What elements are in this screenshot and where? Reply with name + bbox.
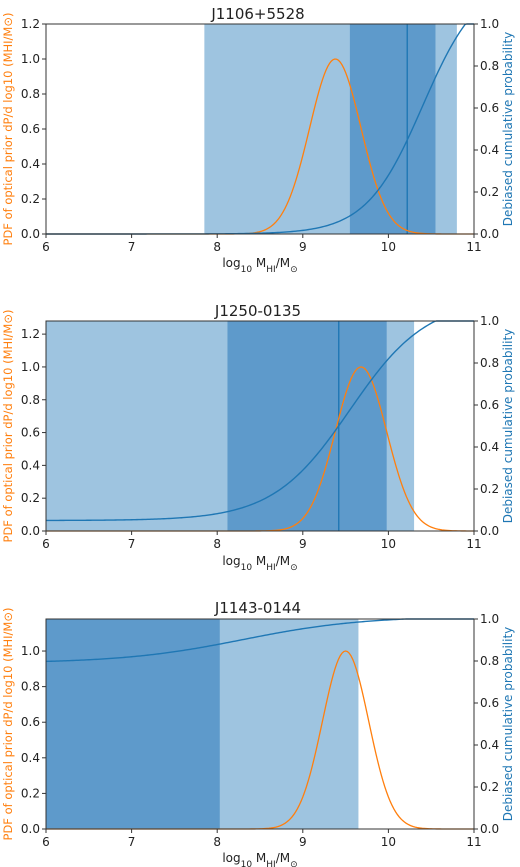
- x-tick-label: 7: [128, 240, 136, 254]
- y-right-tick-label: 1.0: [480, 314, 499, 328]
- y-left-tick-label: 0.8: [21, 87, 40, 101]
- y-left-axis-label: PDF of optical prior dP/d log10 (MHI/M⊙): [1, 13, 15, 246]
- y-left-tick-label: 0.0: [21, 822, 40, 836]
- y-right-tick-label: 0.6: [480, 696, 499, 710]
- y-left-tick-label: 1.2: [21, 17, 40, 31]
- panel-j1106: J1106+5528 6 7 8 9 10 11 log10 MHI/M⊙ 0.0 0.2 0.4…: [1, 5, 515, 275]
- panel-title: J1106+5528: [210, 5, 304, 23]
- y-left-axis-label: PDF of optical prior dP/d log10 (MHI/M⊙): [1, 310, 15, 543]
- y-right-tick-label: 0.8: [480, 654, 499, 668]
- y-right-tick-label: 0.2: [480, 780, 499, 794]
- y-left-tick-label: 0.2: [21, 786, 40, 800]
- x-tick-label: 7: [128, 835, 136, 849]
- credible-band-1: [46, 619, 220, 829]
- x-tick-label: 8: [213, 240, 221, 254]
- y-right-axis-label: Debiased cumulative probability: [501, 627, 515, 822]
- y-right-tick-label: 0.0: [480, 524, 499, 538]
- y-left-tick-label: 0.6: [21, 426, 40, 440]
- y-left-axis-label: PDF of optical prior dP/d log10 (MHI/M⊙): [1, 608, 15, 841]
- y-right-tick-label: 1.0: [480, 17, 499, 31]
- panel-title: J1143-0144: [214, 599, 301, 617]
- y-right-tick-label: 0.2: [480, 185, 499, 199]
- y-left-tick-label: 1.0: [21, 644, 40, 658]
- x-tick-label: 9: [299, 835, 307, 849]
- y-left-tick-label: 0.2: [21, 192, 40, 206]
- y-right-axis-label: Debiased cumulative probability: [501, 329, 515, 524]
- x-tick-label: 11: [466, 240, 481, 254]
- x-tick-label: 8: [213, 537, 221, 551]
- x-tick-label: 6: [42, 537, 50, 551]
- y-right-tick-label: 0.4: [480, 738, 499, 752]
- axes: 6 7 8 9 10 11 log10 MHI/M⊙ 0.0 0.2 0.4 0.6 0.8 1.0 1.…: [1, 13, 515, 275]
- x-tick-label: 9: [299, 240, 307, 254]
- y-left-tick-label: 0.8: [21, 680, 40, 694]
- x-tick-label: 7: [128, 537, 136, 551]
- y-left-tick-label: 0.0: [21, 524, 40, 538]
- x-tick-label: 11: [466, 537, 481, 551]
- x-axis-label: log10 MHI/M⊙: [222, 256, 297, 275]
- y-right-tick-label: 1.0: [480, 612, 499, 626]
- panel-j1143: J1143-0144 6 7 8 9 10 11 log10 MHI/M⊙ 0.0 0.2 0.4…: [1, 599, 515, 867]
- x-axis-label: log10 MHI/M⊙: [222, 851, 297, 867]
- x-tick-label: 10: [381, 240, 396, 254]
- y-left-tick-label: 0.2: [21, 491, 40, 505]
- x-tick-label: 10: [381, 537, 396, 551]
- y-left-tick-label: 1.0: [21, 52, 40, 66]
- y-right-tick-label: 0.4: [480, 440, 499, 454]
- credible-band-1: [349, 24, 436, 234]
- band-layer: [204, 24, 457, 234]
- x-tick-label: 6: [42, 835, 50, 849]
- y-left-tick-label: 0.4: [21, 157, 40, 171]
- y-left-tick-label: 0.0: [21, 227, 40, 241]
- cumulative-probability-line: [45, 320, 474, 522]
- y-right-axis-label: Debiased cumulative probability: [501, 32, 515, 227]
- y-right-tick-label: 0.6: [480, 398, 499, 412]
- x-tick-label: 8: [213, 835, 221, 849]
- x-tick-label: 9: [299, 537, 307, 551]
- y-right-tick-label: 0.8: [480, 59, 499, 73]
- y-left-tick-label: 0.6: [21, 715, 40, 729]
- axes: 6 7 8 9 10 11 log10 MHI/M⊙ 0.0 0.2 0.4 0.6 0.8 1.0 1.…: [1, 310, 515, 573]
- x-tick-label: 11: [466, 835, 481, 849]
- x-axis-label: log10 MHI/M⊙: [222, 554, 297, 573]
- y-right-tick-label: 0.2: [480, 482, 499, 496]
- axes: 6 7 8 9 10 11 log10 MHI/M⊙ 0.0 0.2 0.4 0.6 0.8 1.0 0.…: [1, 608, 515, 867]
- y-right-tick-label: 0.0: [480, 227, 499, 241]
- y-right-tick-label: 0.0: [480, 822, 499, 836]
- y-right-tick-label: 0.6: [480, 101, 499, 115]
- y-left-tick-label: 1.2: [21, 327, 40, 341]
- y-left-tick-label: 0.4: [21, 458, 40, 472]
- x-tick-label: 6: [42, 240, 50, 254]
- credible-band-1: [227, 321, 387, 531]
- plot-frame: [45, 320, 475, 532]
- band-layer: [46, 321, 415, 531]
- y-left-tick-label: 0.8: [21, 393, 40, 407]
- band-layer: [46, 619, 359, 829]
- y-left-tick-label: 0.6: [21, 122, 40, 136]
- y-left-tick-label: 1.0: [21, 360, 40, 374]
- panel-j1250: J1250-0135 6 7 8 9 10 11 log10 MHI/M⊙ 0.0 0.2 0.4…: [1, 302, 515, 573]
- y-left-tick-label: 0.4: [21, 751, 40, 765]
- y-right-tick-label: 0.4: [480, 143, 499, 157]
- x-tick-label: 10: [381, 835, 396, 849]
- panel-title: J1250-0135: [214, 302, 301, 320]
- plot-frame: [45, 618, 475, 830]
- y-right-tick-label: 0.8: [480, 356, 499, 370]
